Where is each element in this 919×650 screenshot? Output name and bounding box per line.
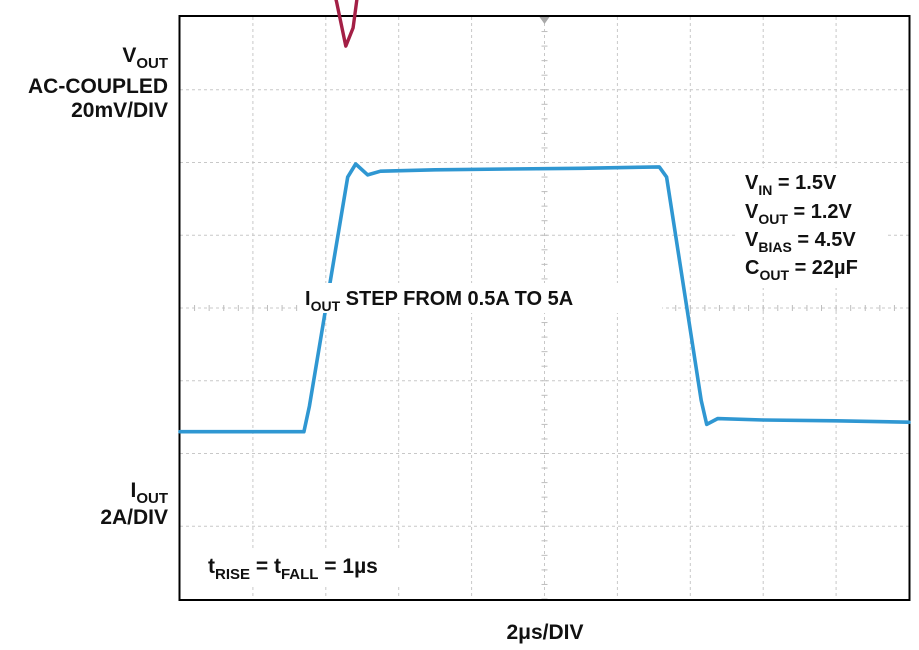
- vout-scale-label: 20mV/DIV: [71, 99, 168, 122]
- svg-text:VOUT: VOUT: [122, 44, 168, 72]
- conditions-annotation: VIN = 1.5V VOUT = 1.2V VBIAS = 4.5V COUT…: [735, 168, 885, 288]
- iout-label-main: I: [130, 479, 136, 502]
- iout-channel-label: IOUT 2A/DIV: [100, 479, 168, 529]
- condition-cout: COUT = 22µF: [745, 257, 858, 283]
- vout-label-main: V: [122, 44, 136, 67]
- step-title-annotation: IOUT STEP FROM 0.5A TO 5A: [300, 283, 662, 314]
- iout-trace: [178, 162, 911, 434]
- svg-text:IOUT STEP FROM 0.5A TO 5A: IOUT STEP FROM 0.5A TO 5A: [305, 288, 573, 314]
- vout-trace: [334, 0, 359, 48]
- svg-text:tRISE = tFALL = 1µs: tRISE = tFALL = 1µs: [208, 555, 378, 583]
- iout-label-sub: OUT: [136, 490, 168, 507]
- iout-scale-label: 2A/DIV: [100, 506, 168, 529]
- svg-text:IOUT: IOUT: [130, 479, 168, 507]
- trigger-marker: [539, 17, 550, 24]
- plot-frame: [178, 15, 911, 601]
- traces: [178, 0, 911, 434]
- x-axis-label: 2μs/DIV: [506, 621, 583, 644]
- vout-label-sub: OUT: [136, 55, 168, 72]
- vout-channel-label: VOUT AC-COUPLED 20mV/DIV: [28, 44, 168, 122]
- timing-annotation: tRISE = tFALL = 1µs: [200, 550, 425, 584]
- condition-vout: VOUT = 1.2V: [745, 201, 853, 227]
- vout-coupling-label: AC-COUPLED: [28, 75, 168, 98]
- grid: [178, 15, 911, 601]
- condition-vbias: VBIAS = 4.5V: [745, 229, 856, 255]
- condition-vin: VIN = 1.5V: [745, 172, 837, 198]
